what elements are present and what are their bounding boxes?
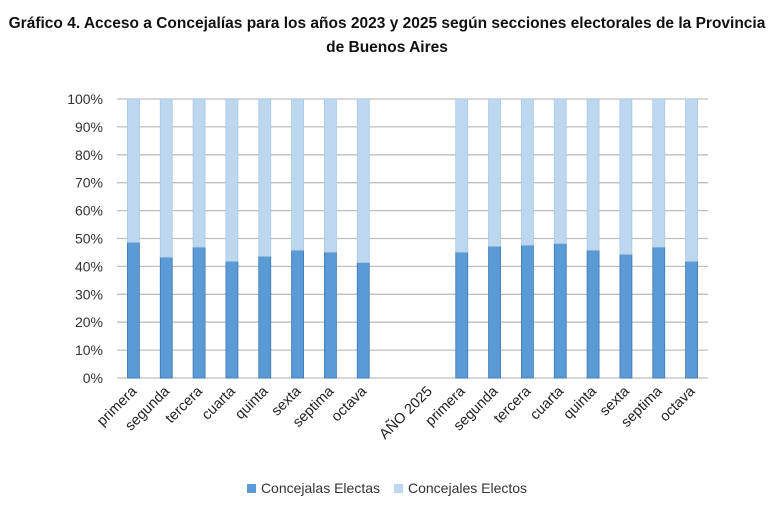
y-tick-label: 50% (75, 231, 103, 247)
legend-swatch (394, 483, 403, 493)
y-tick-label: 30% (75, 286, 103, 302)
x-tick-label: cuarta (199, 383, 239, 423)
bar-concejalas (685, 260, 698, 379)
bar-concejales (291, 98, 304, 251)
y-tick-label: 100% (67, 91, 103, 107)
bar-concejales (521, 98, 534, 246)
x-tick-label: cuarta (527, 383, 567, 423)
bar-concejales (685, 98, 698, 262)
y-tick-label: 20% (75, 314, 103, 330)
y-tick-label: 70% (75, 175, 103, 191)
x-tick-label: tercera (163, 383, 207, 427)
bar-concejales (159, 98, 173, 258)
bar-concejalas (553, 243, 567, 379)
bar-concejalas (192, 246, 206, 379)
legend-label: Concejalas Electas (260, 480, 380, 496)
y-tick-label: 40% (75, 258, 103, 274)
y-tick-label: 60% (75, 203, 103, 219)
bar-concejalas (356, 262, 370, 379)
bar-concejales (356, 98, 370, 263)
bar-concejales (455, 98, 469, 253)
chart-title: Gráfico 4. Acceso a Concejalías para los… (8, 15, 766, 56)
bar-concejales (652, 98, 666, 248)
bar-concejalas (127, 242, 140, 379)
legend-swatch (246, 483, 256, 493)
legend-item: Concejalas Electas (246, 480, 380, 496)
legend-label: Concejales Electos (408, 480, 528, 496)
y-tick-label: 10% (75, 342, 103, 358)
bar-concejalas (586, 249, 600, 379)
bar-concejalas (324, 251, 337, 379)
bar-concejales (488, 98, 501, 247)
bar-concejales (225, 98, 239, 262)
bar-concejales (127, 98, 140, 243)
bar-concejalas (619, 254, 633, 379)
x-tick-label: quinta (561, 383, 601, 423)
bar-concejalas (521, 244, 534, 379)
bar-concejales (192, 98, 206, 248)
bar-concejalas (225, 260, 239, 379)
bar-concejales (553, 98, 567, 244)
bar-concejalas (455, 251, 469, 379)
bar-concejales (258, 98, 272, 257)
bar-concejalas (291, 249, 304, 379)
bar-concejalas (652, 246, 666, 379)
bar-concejalas (159, 256, 173, 379)
y-tick-label: 0% (83, 370, 103, 386)
bar-concejales (586, 98, 600, 251)
x-tick-label: octava (329, 383, 371, 425)
x-tick-label: tercera (491, 383, 535, 427)
bar-concejales (619, 98, 633, 255)
y-tick-label: 90% (75, 119, 103, 135)
x-tick-label: octava (657, 383, 699, 425)
bar-concejales (324, 98, 337, 253)
legend-item: Concejales Electos (394, 480, 527, 496)
legend: Concejalas Electas Concejales Electos (0, 480, 774, 496)
bar-concejalas (488, 245, 501, 379)
bar-concejalas (258, 255, 272, 379)
y-tick-label: 80% (75, 147, 103, 163)
x-tick-label: quinta (232, 383, 272, 423)
